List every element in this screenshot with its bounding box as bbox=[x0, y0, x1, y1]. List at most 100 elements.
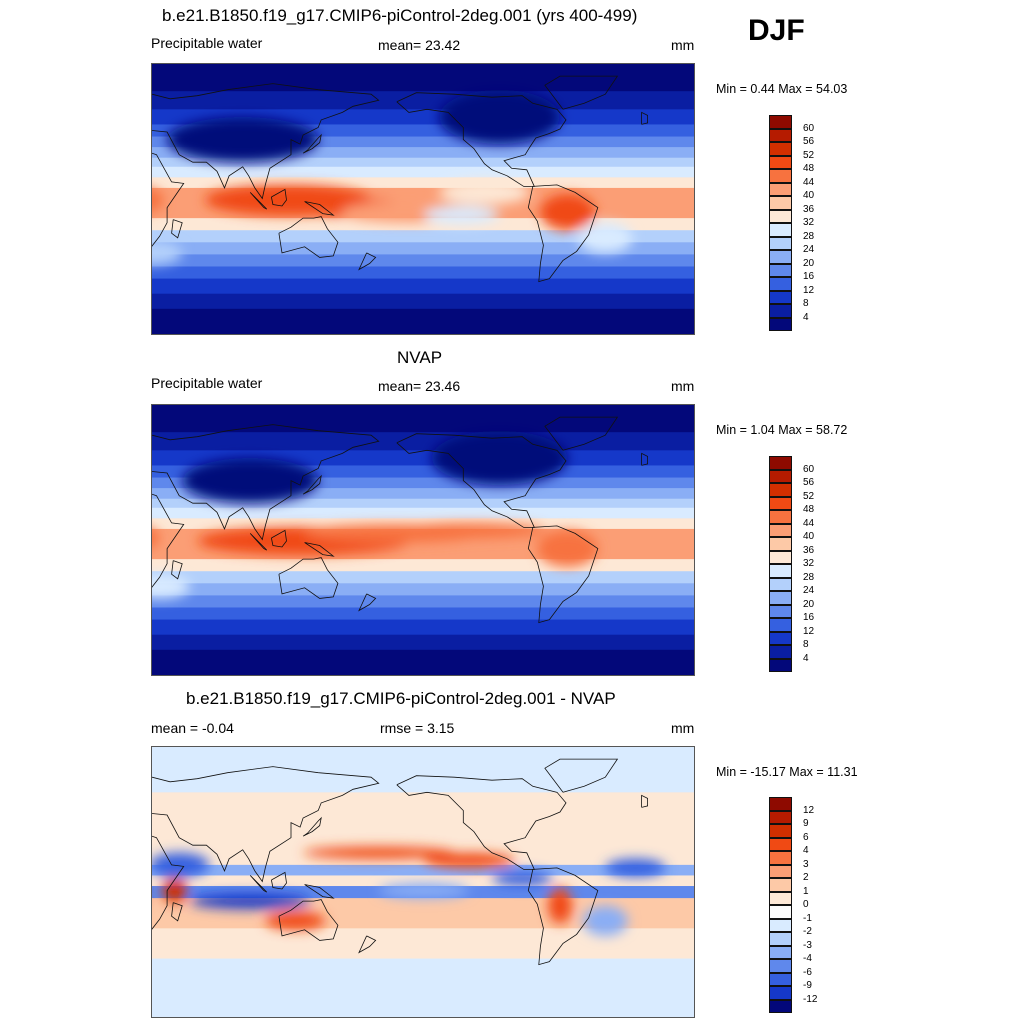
colorbar-swatch bbox=[769, 658, 792, 672]
colorbar-tick-label: -4 bbox=[803, 953, 812, 964]
contour-band bbox=[152, 559, 694, 572]
coastline bbox=[271, 529, 287, 548]
colorbar-tick-label: 56 bbox=[803, 136, 815, 147]
colorbar-tick-label: 1 bbox=[803, 885, 809, 897]
colorbar-tick-label: 60 bbox=[803, 122, 815, 134]
colorbar-tick-label: 4 bbox=[803, 311, 809, 323]
panel-1-minmax: Min = 0.44 Max = 54.03 bbox=[716, 82, 848, 96]
contour-region bbox=[378, 883, 470, 899]
contour-band bbox=[152, 958, 694, 1017]
colorbar-tick-label: 44 bbox=[803, 517, 815, 529]
colorbar-tick-label: 52 bbox=[803, 490, 815, 502]
colorbar-swatch bbox=[769, 591, 792, 605]
contour-band bbox=[152, 64, 694, 92]
coastline bbox=[544, 416, 619, 451]
colorbar-tick-label: 40 bbox=[803, 531, 815, 542]
contour-band bbox=[152, 875, 694, 887]
coastline bbox=[249, 192, 268, 210]
panel-3-mean-label: mean = -0.04 bbox=[151, 720, 234, 736]
coastline bbox=[304, 542, 335, 557]
colorbar-swatch bbox=[769, 604, 792, 618]
colorbar-tick-label: -12 bbox=[803, 993, 818, 1005]
contour-band bbox=[152, 792, 694, 854]
colorbar-swatch bbox=[769, 523, 792, 537]
colorbar-tick-label: 48 bbox=[803, 163, 815, 174]
contour-region bbox=[189, 893, 311, 909]
coastline bbox=[358, 593, 377, 612]
contour-band bbox=[152, 852, 694, 866]
coastline bbox=[152, 493, 185, 588]
contour-region bbox=[152, 852, 210, 877]
contour-band bbox=[152, 230, 694, 243]
colorbar-swatch bbox=[769, 878, 792, 892]
contour-band bbox=[152, 405, 694, 433]
colorbar-tick-label: 36 bbox=[803, 544, 815, 556]
contour-map bbox=[152, 64, 694, 334]
colorbar-swatch bbox=[769, 891, 792, 905]
colorbar-swatch bbox=[769, 250, 792, 264]
coastline bbox=[396, 433, 567, 528]
contour-band bbox=[152, 634, 694, 651]
colorbar-swatch bbox=[769, 304, 792, 318]
colorbar-swatch bbox=[769, 645, 792, 659]
colorbar-tick-label: 20 bbox=[803, 257, 815, 269]
panel-2-mean-label: mean= 23.46 bbox=[378, 378, 461, 394]
contour-band bbox=[152, 293, 694, 310]
coastline bbox=[278, 557, 339, 599]
colorbar-swatch bbox=[769, 456, 792, 470]
colorbar-tick-label: 6 bbox=[803, 831, 809, 843]
contour-region bbox=[582, 905, 628, 936]
colorbar-swatch bbox=[769, 577, 792, 591]
contour-region bbox=[492, 870, 553, 887]
contour-region bbox=[152, 240, 183, 265]
contour-band bbox=[152, 477, 694, 489]
contour-region bbox=[578, 222, 633, 253]
colorbar-tick-label: 4 bbox=[803, 845, 809, 856]
contour-region bbox=[537, 530, 598, 567]
coastline bbox=[396, 775, 567, 870]
coastline bbox=[641, 111, 649, 125]
panel-3-colorbar bbox=[769, 797, 792, 1013]
colorbar-tick-label: 24 bbox=[803, 244, 815, 255]
colorbar-swatch bbox=[769, 945, 792, 959]
contour-band bbox=[152, 518, 694, 530]
colorbar-swatch bbox=[769, 223, 792, 237]
coastline bbox=[278, 899, 339, 941]
panel-2-variable-label: Precipitable water bbox=[151, 375, 263, 391]
contour-band bbox=[152, 864, 694, 876]
contour-band bbox=[152, 488, 694, 500]
colorbar-swatch bbox=[769, 918, 792, 932]
colorbar-tick-label: -1 bbox=[803, 912, 812, 924]
colorbar-tick-label: 60 bbox=[803, 463, 815, 475]
colorbar-tick-label: 9 bbox=[803, 818, 809, 829]
contour-band bbox=[152, 571, 694, 584]
colorbar-swatch bbox=[769, 510, 792, 524]
colorbar-tick-label: -2 bbox=[803, 926, 812, 937]
colorbar-tick-label: 2 bbox=[803, 872, 809, 883]
contour-region bbox=[152, 574, 190, 599]
colorbar-swatch bbox=[769, 797, 792, 811]
contour-band bbox=[152, 157, 694, 168]
colorbar-swatch bbox=[769, 290, 792, 304]
colorbar-swatch bbox=[769, 196, 792, 210]
colorbar-tick-label: 44 bbox=[803, 176, 815, 188]
contour-band bbox=[152, 266, 694, 280]
colorbar-swatch bbox=[769, 142, 792, 156]
colorbar-tick-label: 16 bbox=[803, 612, 815, 623]
coastline bbox=[641, 794, 649, 808]
contour-region bbox=[547, 887, 573, 924]
colorbar-swatch bbox=[769, 469, 792, 483]
colorbar-tick-label: 32 bbox=[803, 558, 815, 569]
colorbar-tick-label: 3 bbox=[803, 858, 809, 870]
contour-band bbox=[152, 583, 694, 596]
coastline bbox=[544, 758, 619, 793]
colorbar-tick-label: 12 bbox=[803, 625, 815, 637]
colorbar-swatch bbox=[769, 864, 792, 878]
colorbar-swatch bbox=[769, 169, 792, 183]
colorbar-swatch bbox=[769, 115, 792, 129]
contour-region bbox=[439, 89, 560, 145]
panel-3-units-label: mm bbox=[671, 720, 695, 736]
colorbar-tick-label: 16 bbox=[803, 271, 815, 282]
colorbar-tick-label: 28 bbox=[803, 230, 815, 242]
colorbar-tick-label: 40 bbox=[803, 190, 815, 201]
